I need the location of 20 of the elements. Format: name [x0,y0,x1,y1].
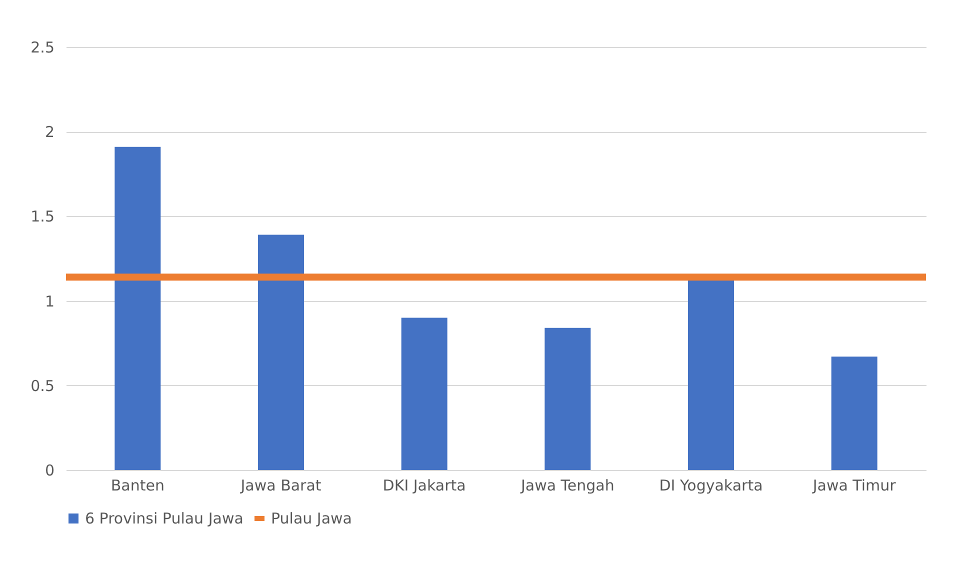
x-tick-label: Jawa Barat [240,476,322,494]
y-tick-label: 2.5 [30,38,54,56]
y-tick-label: 1.5 [30,208,54,226]
bar [688,280,734,470]
legend-label: Pulau Jawa [271,510,352,528]
y-tick-label: 1 [44,292,54,310]
bar [258,234,304,470]
x-tick-label: Jawa Timur [812,476,897,494]
y-tick-label: 0.5 [30,376,54,395]
bar [831,356,878,470]
x-tick-label: DKI Jakarta [382,476,466,494]
x-tick-label: Jawa Tengah [520,476,614,494]
bar [544,328,591,470]
y-tick-label: 0 [44,462,54,480]
y-tick-label: 2 [44,123,54,142]
bar [401,318,448,470]
legend-label: 6 Provinsi Pulau Jawa [85,510,244,528]
bar [114,146,161,470]
x-tick-label: DI Yogyakarta [659,476,763,494]
x-tick-label: Banten [110,476,164,494]
